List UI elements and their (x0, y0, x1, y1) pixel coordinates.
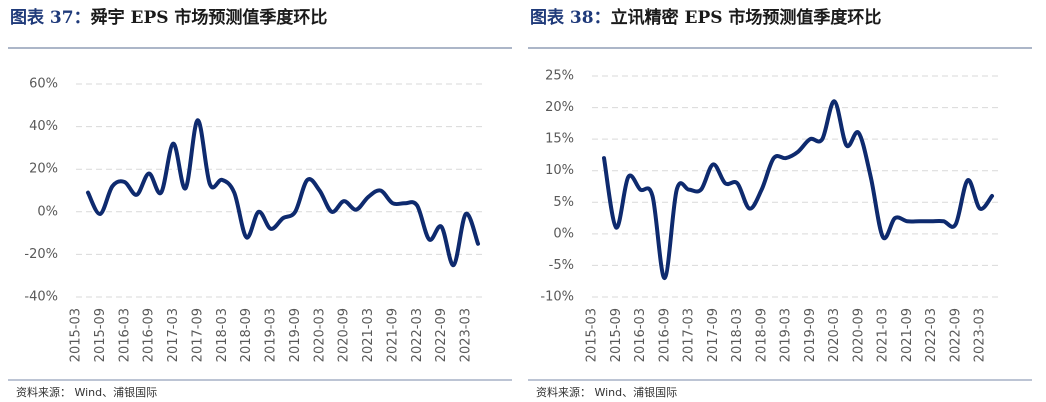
x-tick-label: 2023-03 (973, 308, 988, 362)
x-tick-label: 2017-03 (682, 308, 697, 362)
line-series (602, 99, 994, 281)
x-tick-label: 2022-09 (948, 308, 963, 362)
x-tick-label: 2019-03 (779, 308, 794, 362)
chart-title: 图表 37：舜宇 EPS 市场预测值季度环比 (10, 7, 327, 28)
line-series (86, 118, 480, 268)
x-tick-label: 2016-03 (633, 308, 648, 362)
x-tick-label: 2016-03 (117, 308, 132, 362)
title-label: 图表 37： (10, 7, 91, 28)
y-tick-label: 40% (29, 119, 58, 134)
title-label: 图表 38： (530, 7, 611, 28)
x-tick-label: 2016-09 (657, 308, 672, 362)
y-tick-label: -5% (549, 258, 574, 273)
y-tick-label: 0% (37, 204, 58, 219)
x-tick-label: 2021-03 (876, 308, 891, 362)
y-tick-label: 5% (553, 195, 574, 210)
x-tick-label: 2023-03 (459, 308, 474, 362)
y-tick-label: -20% (24, 247, 58, 262)
x-tick-label: 2017-09 (190, 308, 205, 362)
x-tick-label: 2016-09 (142, 308, 157, 362)
x-tick-label: 2022-09 (434, 308, 449, 362)
x-tick-label: 2015-03 (69, 308, 84, 362)
x-tick-label: 2015-09 (609, 308, 624, 362)
source: 资料来源： Wind、浦银国际 (536, 385, 677, 399)
x-tick-label: 2021-03 (361, 308, 376, 362)
y-tick-label: 20% (545, 100, 574, 115)
x-tick-label: 2022-03 (410, 308, 425, 362)
y-tick-label: -40% (24, 290, 58, 305)
x-tick-label: 2018-03 (215, 308, 230, 362)
x-tick-label: 2019-09 (803, 308, 818, 362)
x-tick-label: 2020-09 (337, 308, 352, 362)
x-tick-label: 2015-03 (585, 308, 600, 362)
source: 资料来源： Wind、浦银国际 (16, 385, 157, 399)
x-tick-label: 2019-03 (264, 308, 279, 362)
y-tick-label: 15% (545, 132, 574, 147)
x-tick-label: 2020-09 (851, 308, 866, 362)
y-tick-label: 10% (545, 163, 574, 178)
y-tick-label: -10% (540, 290, 574, 305)
x-tick-label: 2019-09 (288, 308, 303, 362)
y-tick-label: 25% (545, 69, 574, 84)
x-tick-label: 2021-09 (900, 308, 915, 362)
y-tick-label: 20% (29, 162, 58, 177)
x-tick-label: 2020-03 (827, 308, 842, 362)
x-tick-label: 2017-03 (166, 308, 181, 362)
x-tick-label: 2018-09 (754, 308, 769, 362)
chart-title: 图表 38：立讯精密 EPS 市场预测值季度环比 (530, 7, 881, 28)
y-tick-label: 60% (29, 77, 58, 92)
x-tick-label: 2018-09 (239, 308, 254, 362)
y-tick-label: 0% (553, 226, 574, 241)
x-tick-label: 2015-09 (93, 308, 108, 362)
title-text: 舜宇 EPS 市场预测值季度环比 (91, 7, 328, 28)
x-tick-label: 2020-03 (312, 308, 327, 362)
title-text: 立讯精密 EPS 市场预测值季度环比 (611, 7, 882, 28)
x-tick-label: 2021-09 (385, 308, 400, 362)
x-tick-label: 2022-03 (924, 308, 939, 362)
x-tick-label: 2018-03 (730, 308, 745, 362)
x-tick-label: 2017-09 (706, 308, 721, 362)
